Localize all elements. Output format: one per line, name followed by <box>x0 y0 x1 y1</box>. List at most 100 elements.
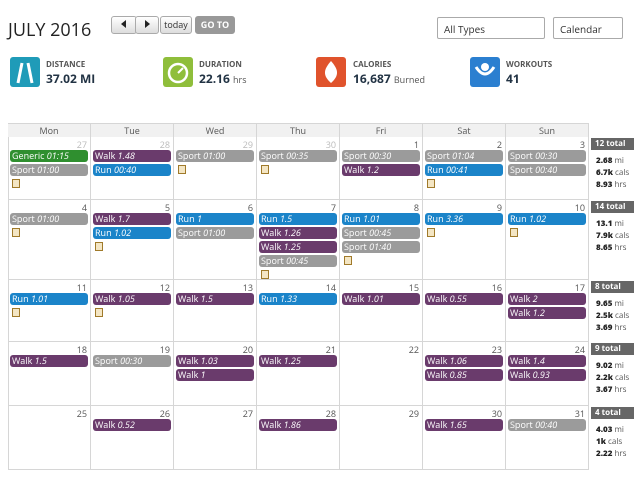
workout-type: Walk <box>427 369 448 381</box>
workout-entry[interactable]: Walk 1.05 <box>93 293 171 305</box>
date-number: 7 <box>330 201 336 214</box>
workout-type: Walk <box>95 293 116 305</box>
workout-entry[interactable]: Walk 1.7 <box>93 213 171 225</box>
workout-entry[interactable]: Walk 1.25 <box>259 241 337 253</box>
week-stat: 8.65 hrs <box>596 242 626 253</box>
stat-number: 16,687 <box>353 70 391 87</box>
workout-entry[interactable]: Walk 1.5 <box>176 293 254 305</box>
workout-type: Walk <box>95 213 116 225</box>
workout-detail: 0.52 <box>117 419 135 431</box>
workout-entry[interactable]: Walk 1.65 <box>425 419 503 431</box>
week-stat: 9.65 mi <box>596 298 624 309</box>
workout-entry[interactable]: Run 1.02 <box>508 213 586 225</box>
view-dropdown-label: Calendar <box>560 22 602 36</box>
day-cell: 5 Walk 1.7 Run 1.02 <box>91 200 174 280</box>
workout-detail: 1.01 <box>362 213 381 225</box>
workout-entry[interactable]: Sport 01:00 <box>10 213 88 225</box>
workout-entry[interactable]: Walk 1 <box>176 369 254 381</box>
workout-type: Walk <box>427 419 448 431</box>
workout-entry[interactable]: Walk 1.2 <box>508 307 586 319</box>
workout-entry[interactable]: Walk 1.86 <box>259 419 337 431</box>
workout-entry[interactable]: Sport 00:40 <box>508 164 586 176</box>
workout-type: Walk <box>12 355 33 367</box>
type-dropdown[interactable]: All Types <box>437 17 545 39</box>
workout-entry[interactable]: Sport 01:04 <box>425 150 503 162</box>
workout-entry[interactable]: Sport 00:30 <box>342 150 420 162</box>
week-stat-value: 6.7k <box>596 167 613 178</box>
week-stat-value: 3.67 <box>596 384 613 395</box>
workout-entry[interactable]: Sport 00:45 <box>259 255 337 267</box>
week-stat-unit: hrs <box>614 242 627 253</box>
workout-entry[interactable]: Run 1.5 <box>259 213 337 225</box>
workout-entry[interactable]: Walk 0.85 <box>425 369 503 381</box>
weekday-header: Sun <box>506 123 589 137</box>
workout-entry[interactable]: Walk 1.4 <box>508 355 586 367</box>
workout-entry[interactable]: Walk 1.5 <box>10 355 88 367</box>
week-stat-unit: mi <box>614 218 624 229</box>
workout-entry[interactable]: Walk 1.03 <box>176 355 254 367</box>
week-stat-value: 1k <box>596 436 606 447</box>
workout-entry[interactable]: Sport 00:45 <box>342 227 420 239</box>
week-stat: 2.2k cals <box>596 372 629 383</box>
workout-entry[interactable]: Walk 1.26 <box>259 227 337 239</box>
workout-detail: 1.26 <box>283 227 301 239</box>
workout-entry[interactable]: Run 1 <box>176 213 254 225</box>
view-dropdown[interactable]: Calendar <box>553 17 623 39</box>
workout-entry[interactable]: Walk 1.25 <box>259 355 337 367</box>
today-button[interactable]: today <box>160 16 192 34</box>
workout-type: Sport <box>178 227 201 239</box>
workout-detail: 0.93 <box>532 369 550 381</box>
week-stat-unit: cals <box>608 436 623 447</box>
workout-entry[interactable]: Generic 01:15 <box>10 150 88 162</box>
date-number: 31 <box>574 407 585 420</box>
workout-entry[interactable]: Walk 1.2 <box>342 164 420 176</box>
prev-button[interactable] <box>111 16 137 34</box>
goto-button[interactable]: GO TO <box>195 16 235 34</box>
workout-type: Walk <box>510 293 531 305</box>
week-stat: 8.93 hrs <box>596 179 626 190</box>
day-cell: 17 Walk 2 Walk 1.2 <box>506 280 589 342</box>
workout-entry[interactable]: Run 00:40 <box>93 164 171 176</box>
workout-entry[interactable]: Run 00:41 <box>425 164 503 176</box>
workout-detail: 1.01 <box>30 293 49 305</box>
workout-entry[interactable]: Sport 00:35 <box>259 150 337 162</box>
workout-type: Walk <box>178 293 199 305</box>
date-number: 9 <box>496 201 502 214</box>
workout-entry[interactable]: Walk 2 <box>508 293 586 305</box>
date-number: 1 <box>413 138 419 151</box>
workout-type: Sport <box>178 150 201 162</box>
workout-entry[interactable]: Run 3.36 <box>425 213 503 225</box>
workout-entry[interactable]: Sport 01:40 <box>342 241 420 253</box>
workout-detail: 1 <box>196 213 202 225</box>
week-total: 4 total <box>591 407 634 419</box>
workout-entry[interactable]: Walk 0.52 <box>93 419 171 431</box>
week-stat: 3.69 hrs <box>596 322 626 333</box>
workout-entry[interactable]: Sport 00:30 <box>93 355 171 367</box>
stat-label: DISTANCE <box>46 59 86 70</box>
date-number: 26 <box>159 407 170 420</box>
workout-entry[interactable]: Walk 1.06 <box>425 355 503 367</box>
workout-entry[interactable]: Walk 1.48 <box>93 150 171 162</box>
next-button[interactable] <box>135 16 159 34</box>
workout-entry[interactable]: Sport 01:00 <box>176 150 254 162</box>
workout-entry[interactable]: Sport 00:40 <box>508 419 586 431</box>
month-title: JULY 2016 <box>8 18 92 42</box>
workout-entry[interactable]: Sport 00:30 <box>508 150 586 162</box>
workout-entry[interactable]: Run 1.01 <box>342 213 420 225</box>
workout-entry[interactable]: Walk 0.55 <box>425 293 503 305</box>
workout-detail: 2 <box>532 293 538 305</box>
workout-entry[interactable]: Sport 01:00 <box>10 164 88 176</box>
workout-entry[interactable]: Run 1.33 <box>259 293 337 305</box>
day-cell: 22 <box>340 342 423 406</box>
workout-entry[interactable]: Run 1.02 <box>93 227 171 239</box>
workout-entry[interactable]: Walk 1.01 <box>342 293 420 305</box>
week-total: 14 total <box>591 201 634 213</box>
workout-type: Walk <box>427 293 448 305</box>
week-stat-value: 7.9k <box>596 230 613 241</box>
workout-entry[interactable]: Walk 0.93 <box>508 369 586 381</box>
workout-entry[interactable]: Sport 01:00 <box>176 227 254 239</box>
workout-detail: 00:45 <box>286 255 309 267</box>
note-icon <box>344 256 352 265</box>
date-number: 2 <box>496 138 502 151</box>
workout-entry[interactable]: Run 1.01 <box>10 293 88 305</box>
